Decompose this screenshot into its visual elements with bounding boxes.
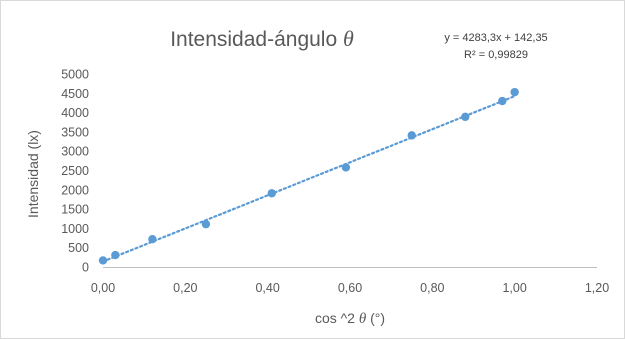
tick-labels: 0,00 0,20 0,40 0,60 0,80 1,00 1,20 0 500 1000 1500… xyxy=(61,68,609,296)
y-tick-label: 3000 xyxy=(61,145,89,159)
data-point xyxy=(148,235,157,244)
y-tick-label: 2000 xyxy=(61,183,89,197)
x-tick-label: 0,80 xyxy=(420,281,444,295)
y-tick-label: 4500 xyxy=(61,87,89,101)
y-tick-label: 4000 xyxy=(61,106,89,120)
x-axis-title-prefix: cos ^2 xyxy=(315,310,355,326)
x-tick-label: 0,00 xyxy=(91,281,115,295)
x-axis-title-suffix: (°) xyxy=(370,310,385,326)
chart-title: Intensidad-ángulo θ xyxy=(170,26,354,51)
data-point xyxy=(461,112,470,122)
trendline-layer xyxy=(101,95,516,263)
data-point xyxy=(111,250,120,260)
data-point xyxy=(341,163,351,172)
x-tick-label: 0,20 xyxy=(173,281,197,295)
x-axis-title-symbol: θ xyxy=(359,311,367,327)
trendline-equation: y = 4283,3x + 142,35 xyxy=(444,32,547,44)
x-tick-label: 0,60 xyxy=(338,281,362,295)
y-tick-label: 500 xyxy=(68,241,89,255)
y-tick-label: 1500 xyxy=(61,203,89,217)
data-point xyxy=(267,189,276,198)
data-point xyxy=(498,96,507,106)
chart-title-symbol: θ xyxy=(343,26,354,51)
trendline xyxy=(101,95,516,263)
data-points xyxy=(98,87,519,265)
data-point xyxy=(98,256,108,265)
y-tick-label: 3500 xyxy=(61,125,89,139)
x-axis-title: cos ^2 θ (°) xyxy=(315,310,385,327)
chart-title-text: Intensidad-ángulo xyxy=(170,28,337,51)
trendline-r-squared: R² = 0,99829 xyxy=(464,49,528,61)
y-tick-label: 5000 xyxy=(61,68,89,82)
data-point xyxy=(510,87,519,97)
x-tick-label: 0,40 xyxy=(255,281,279,295)
x-tick-label: 1,00 xyxy=(502,281,526,295)
y-axis-title: Intensidad (lx) xyxy=(25,130,41,218)
x-tick-label: 1,20 xyxy=(585,281,609,295)
data-point xyxy=(407,131,416,140)
y-tick-label: 0 xyxy=(82,261,89,275)
y-tick-label: 1000 xyxy=(61,222,89,236)
data-point xyxy=(201,219,211,229)
y-tick-label: 2500 xyxy=(61,164,89,178)
